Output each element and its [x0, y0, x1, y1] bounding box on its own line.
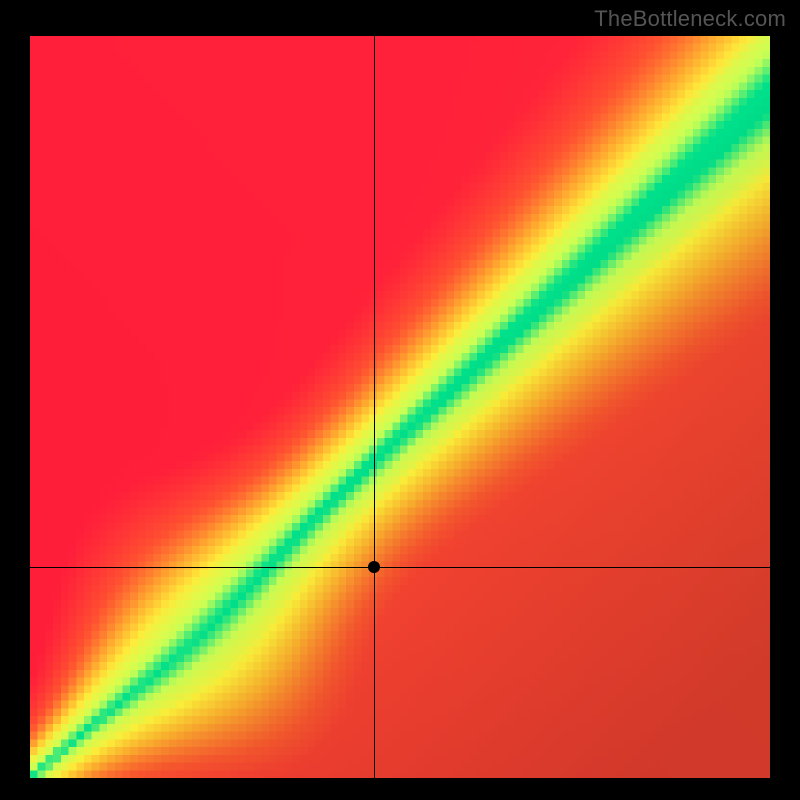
heatmap-canvas [30, 36, 770, 778]
watermark-text: TheBottleneck.com [594, 6, 786, 32]
heatmap-plot [30, 36, 770, 778]
crosshair-marker [368, 561, 380, 573]
crosshair-vertical [374, 36, 375, 778]
crosshair-horizontal [30, 567, 770, 568]
chart-container: { "watermark": { "text": "TheBottleneck.… [0, 0, 800, 800]
